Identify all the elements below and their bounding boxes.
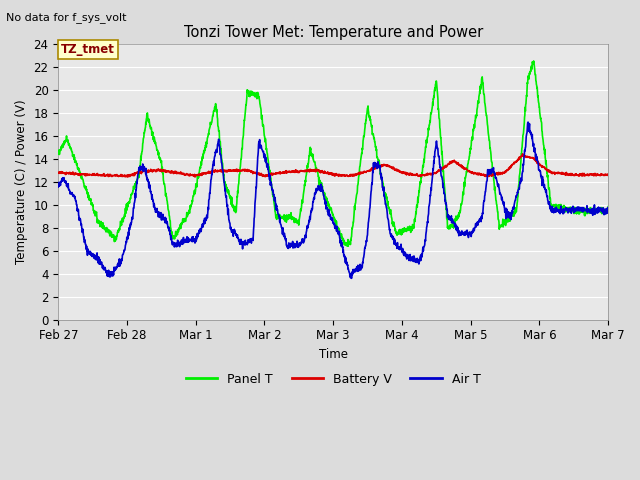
Text: No data for f_sys_volt: No data for f_sys_volt — [6, 12, 127, 23]
Y-axis label: Temperature (C) / Power (V): Temperature (C) / Power (V) — [15, 99, 28, 264]
Legend: Panel T, Battery V, Air T: Panel T, Battery V, Air T — [181, 368, 486, 391]
Text: TZ_tmet: TZ_tmet — [61, 43, 115, 56]
Title: Tonzi Tower Met: Temperature and Power: Tonzi Tower Met: Temperature and Power — [184, 24, 483, 40]
X-axis label: Time: Time — [319, 348, 348, 361]
